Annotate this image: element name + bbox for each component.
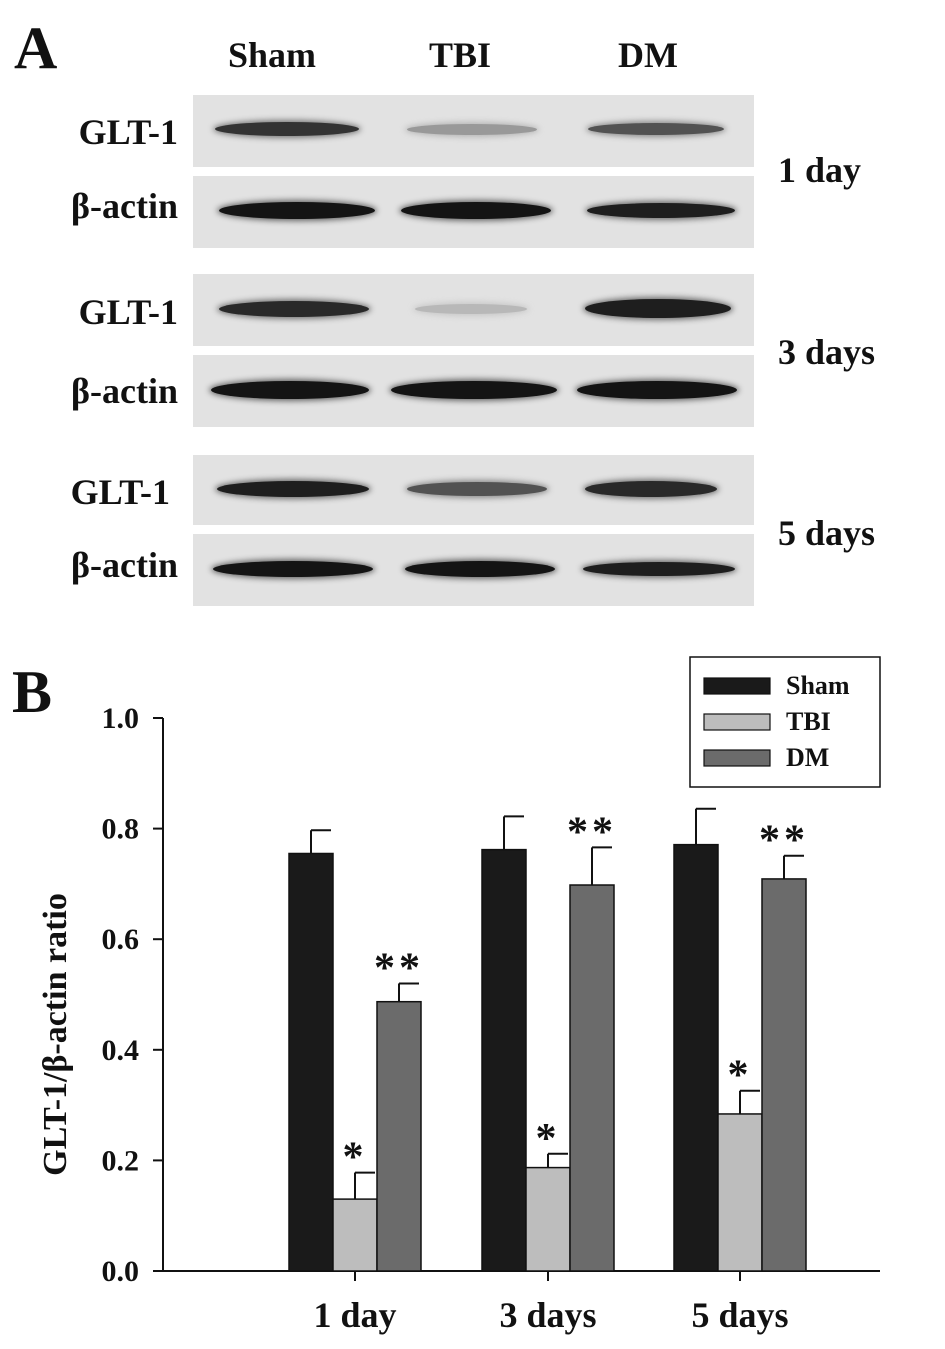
row-label-actin-day5: β-actin — [71, 545, 178, 585]
lane-label-sham: Sham — [227, 35, 317, 75]
blot-band — [585, 481, 717, 497]
blot-band — [583, 562, 735, 576]
x-tick-label: 3 days — [499, 1295, 596, 1335]
bar-tbi — [717, 1113, 763, 1272]
day-label-5: 5 days — [778, 513, 876, 553]
row-label-actin-day3: β-actin — [71, 371, 178, 411]
blot-band — [407, 124, 537, 135]
y-tick-label: 0.0 — [102, 1255, 140, 1288]
y-tick-label: 1.0 — [102, 702, 140, 735]
panel-a-letter: A — [14, 15, 58, 81]
blot-band — [587, 203, 735, 218]
bar-dm — [569, 884, 615, 1272]
legend-label-dm: DM — [786, 743, 829, 772]
blot-strip-glt1-day3 — [193, 274, 754, 346]
blot-band — [215, 122, 359, 136]
blot-band — [213, 561, 373, 577]
blot-band — [405, 561, 555, 577]
blot-band — [211, 381, 369, 399]
row-label-glt1-day3: GLT-1 — [78, 292, 178, 332]
y-tick-label: 0.4 — [102, 1034, 140, 1067]
row-label-actin-day1: β-actin — [71, 186, 178, 226]
y-tick-label: 0.8 — [102, 813, 140, 846]
blot-band — [577, 381, 737, 399]
blot-band — [407, 482, 547, 496]
significance-mark: ** — [374, 945, 424, 991]
row-label-glt1-day5: GLT-1 — [70, 472, 170, 512]
blot-band — [588, 123, 724, 135]
significance-mark: * — [536, 1116, 561, 1162]
blot-band — [585, 299, 731, 318]
bar-chart: 0.0 0.2 0.4 0.6 0.8 1.0 GLT-1/β-actin ratio 1 d… — [37, 656, 881, 1335]
legend-swatch-sham — [703, 677, 771, 695]
blot-band — [391, 381, 557, 399]
blot-strip-actin-day1 — [193, 176, 754, 248]
bar-sham — [673, 843, 719, 1272]
blot-band — [219, 301, 369, 317]
day-label-3: 3 days — [778, 332, 876, 372]
lane-label-tbi: TBI — [428, 35, 492, 75]
legend-swatch-tbi — [703, 713, 771, 731]
y-tick-label: 0.6 — [102, 923, 140, 956]
bar-sham — [481, 848, 527, 1272]
significance-mark: ** — [567, 809, 617, 855]
blot-strip-actin-day5 — [193, 534, 754, 606]
row-label-glt1-day1: GLT-1 — [78, 112, 178, 152]
blot-strip-glt1-day5 — [193, 455, 754, 525]
blot-band — [415, 304, 527, 314]
significance-mark: * — [728, 1053, 753, 1099]
bar-tbi — [332, 1198, 378, 1272]
significance-mark: * — [343, 1135, 368, 1181]
bar-sham — [288, 852, 334, 1272]
bar-tbi — [525, 1166, 571, 1272]
significance-mark: ** — [759, 818, 809, 864]
blot-strip-glt1-day1 — [193, 95, 754, 167]
legend-label-sham: Sham — [786, 671, 850, 700]
x-tick-label: 1 day — [313, 1295, 396, 1335]
blot-band — [217, 481, 369, 497]
blot-band — [219, 202, 375, 219]
y-tick-label: 0.2 — [102, 1144, 140, 1177]
lane-label-dm: DM — [618, 35, 678, 75]
y-axis-label: GLT-1/β-actin ratio — [37, 893, 74, 1176]
bar-dm — [376, 1000, 422, 1272]
bar-dm — [761, 878, 807, 1272]
blot-strip-actin-day3 — [193, 355, 754, 427]
day-label-1: 1 day — [778, 150, 862, 190]
panel-b-letter: B — [12, 659, 53, 725]
legend-label-tbi: TBI — [786, 707, 831, 736]
x-tick-label: 5 days — [691, 1295, 788, 1335]
legend-swatch-dm — [703, 749, 771, 767]
blot-band — [401, 202, 551, 219]
